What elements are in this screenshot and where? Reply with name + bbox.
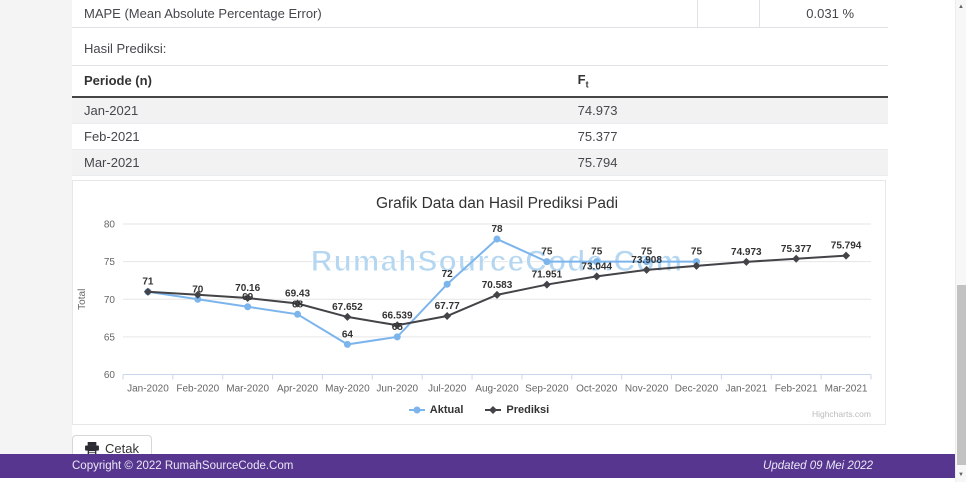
svg-text:65: 65 — [104, 332, 116, 343]
svg-text:75: 75 — [541, 246, 553, 257]
prediction-chart-svg: 60 65 70 75 80 Jan-2020 Feb-2020 Mar-2020 Apr-20… — [77, 195, 872, 419]
page-left-margin — [0, 0, 72, 454]
svg-text:Jul-2020: Jul-2020 — [428, 383, 467, 394]
svg-text:80: 80 — [104, 219, 116, 230]
mape-label: MAPE (Mean Absolute Percentage Error) — [84, 6, 322, 21]
scroll-down-icon[interactable]: ▼ — [958, 472, 964, 478]
table-row: Feb-2021 75.377 — [72, 123, 888, 150]
svg-text:69.43: 69.43 — [285, 288, 310, 299]
svg-text:Feb-2020: Feb-2020 — [176, 383, 219, 394]
chart-panel: 60 65 70 75 80 Jan-2020 Feb-2020 Mar-2020 Apr-20… — [72, 179, 886, 425]
table-row: Jan-2021 74.973 — [72, 96, 888, 124]
mape-empty-cell — [697, 0, 759, 27]
svg-text:70: 70 — [192, 284, 204, 295]
svg-text:Apr-2020: Apr-2020 — [277, 383, 319, 394]
svg-text:67.652: 67.652 — [332, 302, 363, 313]
svg-text:Total: Total — [77, 288, 88, 309]
legend-item-aktual[interactable]: Aktual — [408, 403, 464, 416]
legend-label: Prediksi — [506, 403, 550, 416]
svg-text:Highcharts.com: Highcharts.com — [812, 409, 871, 419]
chart-legend: Aktual Prediksi — [73, 404, 885, 416]
svg-text:73.044: 73.044 — [581, 261, 612, 272]
ft-cell: 74.973 — [565, 96, 888, 124]
svg-text:68: 68 — [292, 299, 304, 310]
hasil-prediksi-label: Hasil Prediksi: — [84, 41, 167, 56]
svg-text:75: 75 — [591, 246, 603, 257]
copyright-text: Copyright © 2022 RumahSourceCode.Com — [72, 460, 294, 472]
svg-text:70.583: 70.583 — [482, 279, 513, 290]
svg-text:71: 71 — [142, 276, 154, 287]
svg-text:Feb-2021: Feb-2021 — [775, 383, 818, 394]
ft-cell: 75.377 — [565, 123, 888, 150]
svg-text:May-2020: May-2020 — [325, 383, 370, 394]
svg-text:Jun-2020: Jun-2020 — [376, 383, 418, 394]
scroll-up-icon[interactable]: ▲ — [958, 4, 964, 10]
prediction-table-header: Periode (n) Ft — [72, 64, 888, 98]
svg-text:Nov-2020: Nov-2020 — [625, 383, 669, 394]
main-content: MAPE (Mean Absolute Percentage Error) 0.… — [72, 0, 956, 474]
mape-value: 0.031 % — [759, 0, 888, 27]
periode-cell: Mar-2021 — [72, 149, 566, 176]
periode-cell: Jan-2021 — [72, 96, 566, 124]
svg-text:64: 64 — [342, 329, 354, 340]
vertical-scrollbar[interactable]: ▲ ▼ — [955, 0, 966, 482]
svg-text:75.794: 75.794 — [831, 240, 862, 251]
svg-text:74.973: 74.973 — [731, 246, 762, 257]
printer-icon — [85, 441, 99, 455]
svg-text:Oct-2020: Oct-2020 — [576, 383, 618, 394]
column-header-periode: Periode (n) — [72, 64, 566, 98]
svg-text:Jan-2021: Jan-2021 — [725, 383, 767, 394]
svg-text:75.377: 75.377 — [781, 243, 812, 254]
footer-bar: Copyright © 2022 RumahSourceCode.Com Upd… — [0, 454, 955, 478]
periode-cell: Feb-2021 — [72, 123, 566, 150]
legend-marker-diamond-icon — [485, 405, 502, 414]
cetak-button-label: Cetak — [105, 440, 139, 456]
svg-text:70.16: 70.16 — [235, 283, 260, 294]
prediction-table-body: Jan-2021 74.973 Feb-2021 75.377 Mar-2021 75.7… — [72, 96, 888, 176]
legend-marker-circle-icon — [408, 406, 425, 414]
svg-text:60: 60 — [104, 370, 116, 381]
mape-row: MAPE (Mean Absolute Percentage Error) 0.… — [72, 0, 888, 28]
svg-text:Dec-2020: Dec-2020 — [675, 383, 719, 394]
ft-cell: 75.794 — [565, 149, 888, 176]
svg-text:Jan-2020: Jan-2020 — [127, 383, 169, 394]
svg-text:73.908: 73.908 — [631, 254, 662, 265]
svg-text:75: 75 — [691, 246, 703, 257]
svg-text:78: 78 — [491, 224, 503, 235]
legend-item-prediksi[interactable]: Prediksi — [485, 404, 549, 416]
svg-text:75: 75 — [104, 257, 116, 268]
prediction-table: Periode (n) Ft Jan-2021 74.973 Feb-2021 75.… — [72, 64, 888, 176]
svg-text:Grafik Data dan Hasil Prediksi: Grafik Data dan Hasil Prediksi Padi — [376, 195, 618, 212]
svg-text:75: 75 — [641, 246, 653, 257]
svg-text:Mar-2021: Mar-2021 — [825, 383, 868, 394]
svg-text:Aug-2020: Aug-2020 — [475, 383, 519, 394]
svg-text:65: 65 — [392, 321, 404, 332]
svg-text:Mar-2020: Mar-2020 — [226, 383, 269, 394]
svg-text:71.951: 71.951 — [532, 269, 563, 280]
svg-text:72: 72 — [442, 269, 454, 280]
column-header-ft: Ft — [565, 64, 888, 98]
scrollbar-thumb[interactable] — [957, 285, 966, 465]
updated-text: Updated 09 Mei 2022 — [763, 460, 873, 472]
legend-label: Aktual — [429, 403, 464, 416]
svg-text:69: 69 — [242, 291, 254, 302]
svg-text:67.77: 67.77 — [435, 301, 460, 312]
svg-text:66.539: 66.539 — [382, 310, 413, 321]
svg-text:70: 70 — [104, 294, 116, 305]
svg-text:Sep-2020: Sep-2020 — [525, 383, 569, 394]
table-row: Mar-2021 75.794 — [72, 149, 888, 176]
